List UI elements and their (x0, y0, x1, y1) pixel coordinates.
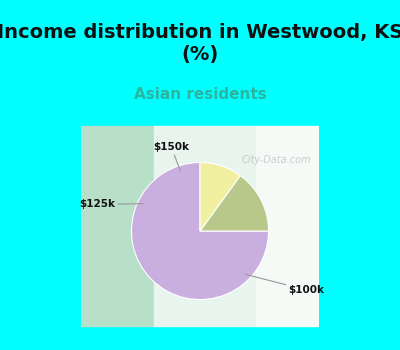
Wedge shape (200, 176, 268, 231)
Text: Income distribution in Westwood, KS
(%): Income distribution in Westwood, KS (%) (0, 23, 400, 64)
Text: $125k: $125k (79, 199, 144, 209)
Text: $150k: $150k (154, 142, 190, 171)
Text: City-Data.com: City-Data.com (241, 155, 311, 164)
Wedge shape (200, 162, 240, 231)
Bar (154, 126, 256, 326)
Wedge shape (132, 162, 268, 300)
Text: $100k: $100k (245, 274, 325, 295)
Bar (256, 126, 357, 326)
Bar (52, 126, 154, 326)
Text: Asian residents: Asian residents (134, 87, 266, 101)
